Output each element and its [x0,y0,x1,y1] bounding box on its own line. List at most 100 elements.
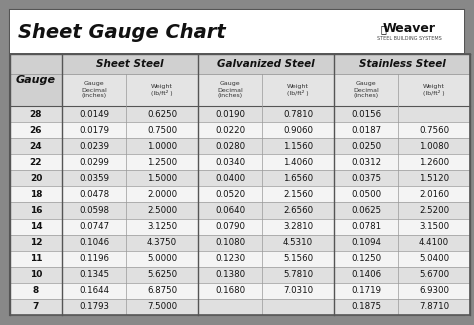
Text: 0.1196: 0.1196 [79,254,109,263]
Text: 0.1345: 0.1345 [79,270,109,279]
Text: 0.7560: 0.7560 [419,126,449,135]
Text: 0.0375: 0.0375 [351,174,381,183]
Text: 2.0000: 2.0000 [147,190,177,199]
Text: 7.5000: 7.5000 [147,303,177,311]
Text: 2.6560: 2.6560 [283,206,313,215]
Text: 0.0640: 0.0640 [215,206,245,215]
Text: Weight
(lb/ft² ): Weight (lb/ft² ) [287,84,309,96]
Text: 0.0187: 0.0187 [351,126,381,135]
Text: 0.0359: 0.0359 [79,174,109,183]
Bar [334,74,470,106]
Bar [10,154,470,170]
Text: Galvanized Steel: Galvanized Steel [217,59,315,69]
Text: 5.6250: 5.6250 [147,270,177,279]
Text: 3.2810: 3.2810 [283,222,313,231]
Text: 16: 16 [30,206,42,215]
Text: 0.0250: 0.0250 [351,142,381,151]
Text: 0.0280: 0.0280 [215,142,245,151]
Bar [10,186,470,202]
Bar [10,218,470,235]
Text: 12: 12 [30,238,42,247]
Bar [10,138,470,154]
Text: 0.0520: 0.0520 [215,190,245,199]
Text: 8: 8 [33,286,39,295]
Text: 0.0340: 0.0340 [215,158,245,167]
Text: 7: 7 [33,303,39,311]
Bar [198,74,334,106]
Text: 1.0000: 1.0000 [147,142,177,151]
Text: 0.0598: 0.0598 [79,206,109,215]
Text: Weight
(lb/ft² ): Weight (lb/ft² ) [423,84,445,96]
Text: 1.6560: 1.6560 [283,174,313,183]
Text: 0.0156: 0.0156 [351,110,381,119]
Text: 14: 14 [30,222,42,231]
Text: 2.1560: 2.1560 [283,190,313,199]
Text: 0.0500: 0.0500 [351,190,381,199]
Text: 0.0299: 0.0299 [79,158,109,167]
Text: 20: 20 [30,174,42,183]
Text: 1.4060: 1.4060 [283,158,313,167]
Text: 3.1500: 3.1500 [419,222,449,231]
Bar [10,235,470,251]
Text: 1.0080: 1.0080 [419,142,449,151]
Bar [334,54,470,74]
Bar [10,251,470,267]
Bar [10,122,470,138]
Text: Sheet Steel: Sheet Steel [96,59,164,69]
Text: Weaver: Weaver [383,21,436,34]
Text: 5.7810: 5.7810 [283,270,313,279]
Text: 1.2600: 1.2600 [419,158,449,167]
Bar [10,54,62,106]
Text: 2.5200: 2.5200 [419,206,449,215]
Text: 0.0149: 0.0149 [79,110,109,119]
Text: 0.7500: 0.7500 [147,126,177,135]
Bar [62,54,198,74]
Text: 24: 24 [30,142,42,151]
Text: 0.0239: 0.0239 [79,142,109,151]
Bar [10,170,470,186]
Text: 0.9060: 0.9060 [283,126,313,135]
Text: 1.5120: 1.5120 [419,174,449,183]
Text: 0.7810: 0.7810 [283,110,313,119]
Text: 0.1094: 0.1094 [351,238,381,247]
Text: Weight
(lb/ft² ): Weight (lb/ft² ) [151,84,173,96]
Text: 0.1719: 0.1719 [351,286,381,295]
Text: 0.1680: 0.1680 [215,286,245,295]
Text: 4.3750: 4.3750 [147,238,177,247]
Text: 5.0000: 5.0000 [147,254,177,263]
Text: 0.6250: 0.6250 [147,110,177,119]
Text: 0.0220: 0.0220 [215,126,245,135]
Text: 0.0312: 0.0312 [351,158,381,167]
Text: Stainless Steel: Stainless Steel [359,59,446,69]
Text: 10: 10 [30,270,42,279]
Text: 0.0400: 0.0400 [215,174,245,183]
Text: Sheet Gauge Chart: Sheet Gauge Chart [18,23,226,43]
Text: 🚛: 🚛 [381,24,387,34]
Text: 0.1406: 0.1406 [351,270,381,279]
Text: Gauge
Decimal
(inches): Gauge Decimal (inches) [81,82,107,98]
Text: 0.1875: 0.1875 [351,303,381,311]
Text: 1.1560: 1.1560 [283,142,313,151]
Text: 3.1250: 3.1250 [147,222,177,231]
Bar [10,299,470,315]
Text: 0.0625: 0.0625 [351,206,381,215]
Text: 0.0478: 0.0478 [79,190,109,199]
Text: 0.1080: 0.1080 [215,238,245,247]
Bar [10,54,470,315]
Text: 18: 18 [30,190,42,199]
Text: 0.0781: 0.0781 [351,222,381,231]
Text: 6.8750: 6.8750 [147,286,177,295]
Text: 5.6700: 5.6700 [419,270,449,279]
Text: 22: 22 [30,158,42,167]
Bar [10,202,470,218]
Text: 4.4100: 4.4100 [419,238,449,247]
Text: 28: 28 [30,110,42,119]
Text: 0.1046: 0.1046 [79,238,109,247]
Bar [198,54,334,74]
Text: 0.0190: 0.0190 [215,110,245,119]
Text: 0.1250: 0.1250 [351,254,381,263]
Text: 5.0400: 5.0400 [419,254,449,263]
Text: 11: 11 [30,254,42,263]
Bar [10,106,470,122]
Text: 0.1230: 0.1230 [215,254,245,263]
